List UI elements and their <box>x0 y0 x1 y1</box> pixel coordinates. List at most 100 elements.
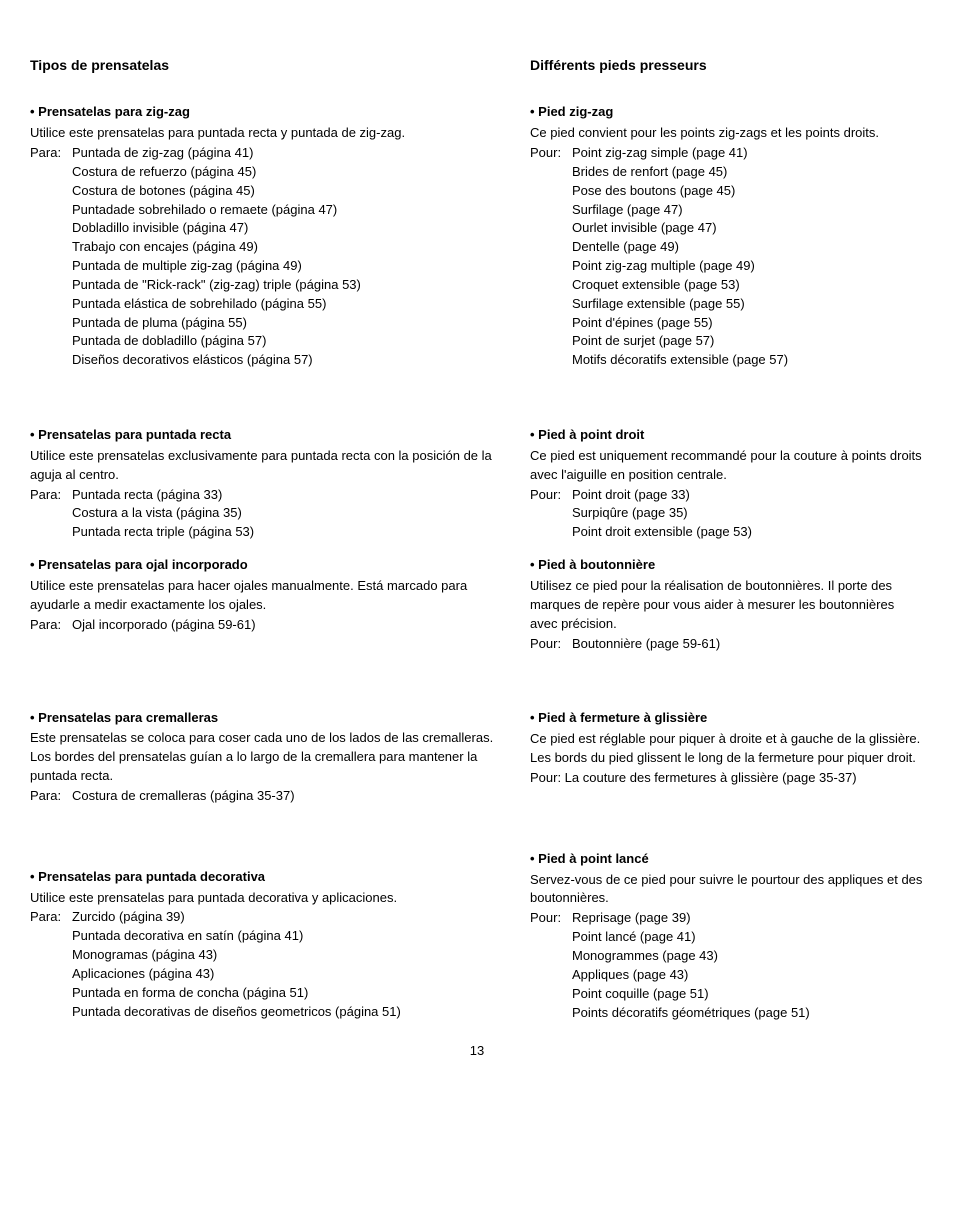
para-row: Pour:Point zig-zag simple (page 41)Bride… <box>530 144 924 370</box>
left-title: Tipos de prensatelas <box>30 55 510 75</box>
para-row: Para:Ojal incorporado (página 59-61) <box>30 616 510 635</box>
para-row: Para:Puntada de zig-zag (página 41)Costu… <box>30 144 510 370</box>
list-item: Points décoratifs géométriques (page 51) <box>572 1004 924 1023</box>
section-description: Utilice este prensatelas para puntada re… <box>30 124 510 143</box>
section: • Prensatelas para puntada decorativa Uti… <box>30 868 510 1022</box>
list-item: Surfilage extensible (page 55) <box>572 295 924 314</box>
section: • Pied zig-zag Ce pied convient pour les … <box>530 103 924 370</box>
para-row: Pour:Reprisage (page 39)Point lancé (pag… <box>530 909 924 1022</box>
list-item: Pour: La couture des fermetures à glissi… <box>530 769 924 788</box>
section-heading: • Prensatelas para zig-zag <box>30 103 510 122</box>
para-list: Ojal incorporado (página 59-61) <box>72 616 510 635</box>
list-item: Reprisage (page 39) <box>572 909 924 928</box>
para-label: Para: <box>30 616 72 635</box>
section: • Pied à boutonnière Utilisez ce pied pou… <box>530 556 924 653</box>
section-heading: • Prensatelas para cremalleras <box>30 709 510 728</box>
para-row: Para:Puntada recta (página 33)Costura a … <box>30 486 510 543</box>
para-list: Reprisage (page 39)Point lancé (page 41)… <box>572 909 924 1022</box>
section-heading: • Pied zig-zag <box>530 103 924 122</box>
list-item: Point d'épines (page 55) <box>572 314 924 333</box>
para-row: Para:Costura de cremalleras (página 35-3… <box>30 787 510 806</box>
right-column: Différents pieds presseurs • Pied zig-za… <box>530 55 924 1032</box>
left-sections: • Prensatelas para zig-zag Utilice este p… <box>30 103 510 1021</box>
para-label: Pour: <box>530 486 572 543</box>
section-description: Utilice este prensatelas para puntada de… <box>30 889 510 908</box>
list-item: Surfilage (page 47) <box>572 201 924 220</box>
list-item: Point zig-zag simple (page 41) <box>572 144 924 163</box>
list-item: Puntada de "Rick-rack" (zig-zag) triple … <box>72 276 510 295</box>
section-description: Ce pied convient pour les points zig-zag… <box>530 124 924 143</box>
section-description: Servez-vous de ce pied pour suivre le po… <box>530 871 924 909</box>
section-heading: • Pied à boutonnière <box>530 556 924 575</box>
left-column: Tipos de prensatelas • Prensatelas para … <box>30 55 510 1032</box>
section-description: Utilice este prensatelas exclusivamente … <box>30 447 510 485</box>
list-item: Dobladillo invisible (página 47) <box>72 219 510 238</box>
list-item: Puntadade sobrehilado o remaete (página … <box>72 201 510 220</box>
section: • Prensatelas para zig-zag Utilice este p… <box>30 103 510 370</box>
list-item: Puntada recta triple (página 53) <box>72 523 510 542</box>
section: • Pied à point lancé Servez-vous de ce pi… <box>530 850 924 1023</box>
section-description: Utilisez ce pied pour la réalisation de … <box>530 577 924 634</box>
list-item: Trabajo con encajes (página 49) <box>72 238 510 257</box>
para-row: Pour:Point droit (page 33)Surpiqûre (pag… <box>530 486 924 543</box>
list-item: Puntada de zig-zag (página 41) <box>72 144 510 163</box>
list-item: Motifs décoratifs extensible (page 57) <box>572 351 924 370</box>
para-list: Puntada recta (página 33)Costura a la vi… <box>72 486 510 543</box>
list-item: Puntada de pluma (página 55) <box>72 314 510 333</box>
para-list: Boutonnière (page 59-61) <box>572 635 924 654</box>
list-item: Ourlet invisible (page 47) <box>572 219 924 238</box>
list-item: Dentelle (page 49) <box>572 238 924 257</box>
list-item: Puntada decorativas de diseños geometric… <box>72 1003 510 1022</box>
section-description: Utilice este prensatelas para hacer ojal… <box>30 577 510 615</box>
list-item: Puntada de dobladillo (página 57) <box>72 332 510 351</box>
para-label: Pour: <box>530 909 572 1022</box>
list-item: Puntada decorativa en satín (página 41) <box>72 927 510 946</box>
list-item: Costura a la vista (página 35) <box>72 504 510 523</box>
list-item: Zurcido (página 39) <box>72 908 510 927</box>
para-label: Pour: <box>530 635 572 654</box>
list-item: Puntada recta (página 33) <box>72 486 510 505</box>
para-label: Para: <box>30 144 72 370</box>
list-item: Diseños decorativos elásticos (página 57… <box>72 351 510 370</box>
list-item: Monogramas (página 43) <box>72 946 510 965</box>
list-item: Appliques (page 43) <box>572 966 924 985</box>
list-item: Puntada en forma de concha (página 51) <box>72 984 510 1003</box>
para-label: Para: <box>30 787 72 806</box>
section-heading: • Pied à point lancé <box>530 850 924 869</box>
right-title: Différents pieds presseurs <box>530 55 924 75</box>
list-item: Point lancé (page 41) <box>572 928 924 947</box>
list-item: Brides de renfort (page 45) <box>572 163 924 182</box>
section: • Prensatelas para ojal incorporado Utili… <box>30 556 510 634</box>
content-columns: Tipos de prensatelas • Prensatelas para … <box>30 55 924 1032</box>
list-item: Aplicaciones (página 43) <box>72 965 510 984</box>
section-heading: • Prensatelas para ojal incorporado <box>30 556 510 575</box>
list-item: Costura de botones (página 45) <box>72 182 510 201</box>
para-list: Costura de cremalleras (página 35-37) <box>72 787 510 806</box>
para-label: Para: <box>30 908 72 1021</box>
para-row: Para:Zurcido (página 39)Puntada decorati… <box>30 908 510 1021</box>
para-row: Pour:Boutonnière (page 59-61) <box>530 635 924 654</box>
para-list: Puntada de zig-zag (página 41)Costura de… <box>72 144 510 370</box>
para-label: Para: <box>30 486 72 543</box>
section-heading: • Prensatelas para puntada decorativa <box>30 868 510 887</box>
list-item: Costura de cremalleras (página 35-37) <box>72 787 510 806</box>
list-item: Point coquille (page 51) <box>572 985 924 1004</box>
list-item: Costura de refuerzo (página 45) <box>72 163 510 182</box>
para-list: Point droit (page 33)Surpiqûre (page 35)… <box>572 486 924 543</box>
list-item: Monogrammes (page 43) <box>572 947 924 966</box>
list-item: Boutonnière (page 59-61) <box>572 635 924 654</box>
section: • Prensatelas para cremallerasEste prens… <box>30 709 510 806</box>
section-description: Este prensatelas se coloca para coser ca… <box>30 729 510 786</box>
list-item: Point droit (page 33) <box>572 486 924 505</box>
list-item: Puntada elástica de sobrehilado (página … <box>72 295 510 314</box>
section: • Pied à fermeture à glissièreCe pied es… <box>530 709 924 787</box>
section-description: Ce pied est réglable pour piquer à droit… <box>530 730 924 768</box>
para-list: Point zig-zag simple (page 41)Brides de … <box>572 144 924 370</box>
list-item: Surpiqûre (page 35) <box>572 504 924 523</box>
list-item: Ojal incorporado (página 59-61) <box>72 616 510 635</box>
section-heading: • Prensatelas para puntada recta <box>30 426 510 445</box>
section-description: Ce pied est uniquement recommandé pour l… <box>530 447 924 485</box>
para-label: Pour: <box>530 144 572 370</box>
page-number: 13 <box>30 1042 924 1061</box>
list-item: Puntada de multiple zig-zag (página 49) <box>72 257 510 276</box>
